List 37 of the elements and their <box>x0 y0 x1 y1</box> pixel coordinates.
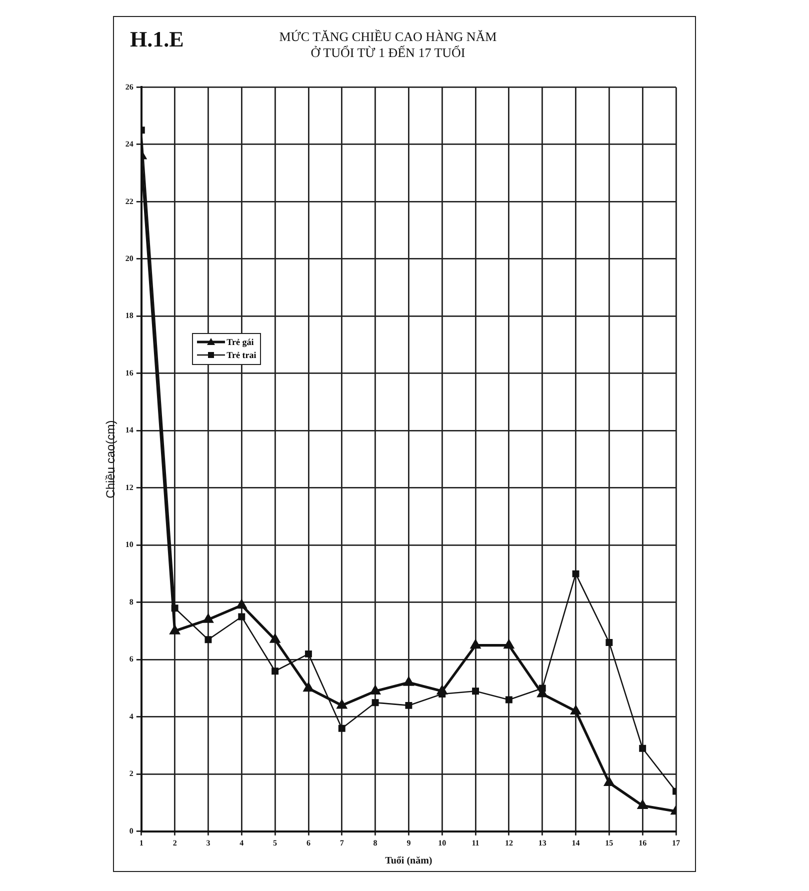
y-tick-label: 14 <box>125 426 134 435</box>
y-tick-label: 4 <box>129 712 134 721</box>
x-tick-label: 7 <box>340 838 344 848</box>
x-tick-label: 8 <box>373 838 378 848</box>
x-tick-label: 14 <box>572 838 580 848</box>
y-tick-label: 6 <box>129 654 134 664</box>
x-tick-label: 11 <box>472 838 480 848</box>
legend-label: Trẻ trai <box>226 348 256 362</box>
chart-title: MỨC TĂNG CHIỀU CAO HÀNG NĂM Ở TUỔI TỪ 1 ĐẾN 17 TUỔI <box>279 29 498 60</box>
y-tick-label: 0 <box>129 826 134 836</box>
x-tick-label: 2 <box>172 838 177 848</box>
y-tick-label: 20 <box>125 254 134 263</box>
y-tick-label: 10 <box>125 540 134 550</box>
y-tick-label: 12 <box>125 482 134 492</box>
y-tick-label: 16 <box>125 368 134 378</box>
y-axis-title: Chiều cao(cm) <box>104 420 118 498</box>
y-tick-label: 24 <box>125 140 134 149</box>
x-tick-label: 17 <box>672 838 680 848</box>
x-tick-label: 6 <box>306 838 310 848</box>
y-tick-label: 18 <box>125 311 134 320</box>
x-tick-label: 12 <box>504 838 513 848</box>
x-tick-label: 13 <box>538 838 546 848</box>
legend-label: Trẻ gái <box>226 336 254 349</box>
x-tick-label: 15 <box>605 838 614 848</box>
x-tick-label: 4 <box>240 838 244 848</box>
x-axis-title: Tuổi (năm) <box>385 856 432 867</box>
x-tick-label: 5 <box>273 838 278 848</box>
x-tick-label: 16 <box>638 838 647 848</box>
text: H.1.E <box>130 26 184 52</box>
y-tick-label: 26 <box>125 82 134 92</box>
x-tick-label: 3 <box>206 838 210 848</box>
x-tick-label: 10 <box>438 838 446 848</box>
x-tick-label: 9 <box>406 838 411 848</box>
x-tick-label: 1 <box>139 838 144 848</box>
y-tick-label: 2 <box>129 769 134 778</box>
y-tick-label: 22 <box>125 196 134 206</box>
y-tick-label: 8 <box>129 597 134 606</box>
